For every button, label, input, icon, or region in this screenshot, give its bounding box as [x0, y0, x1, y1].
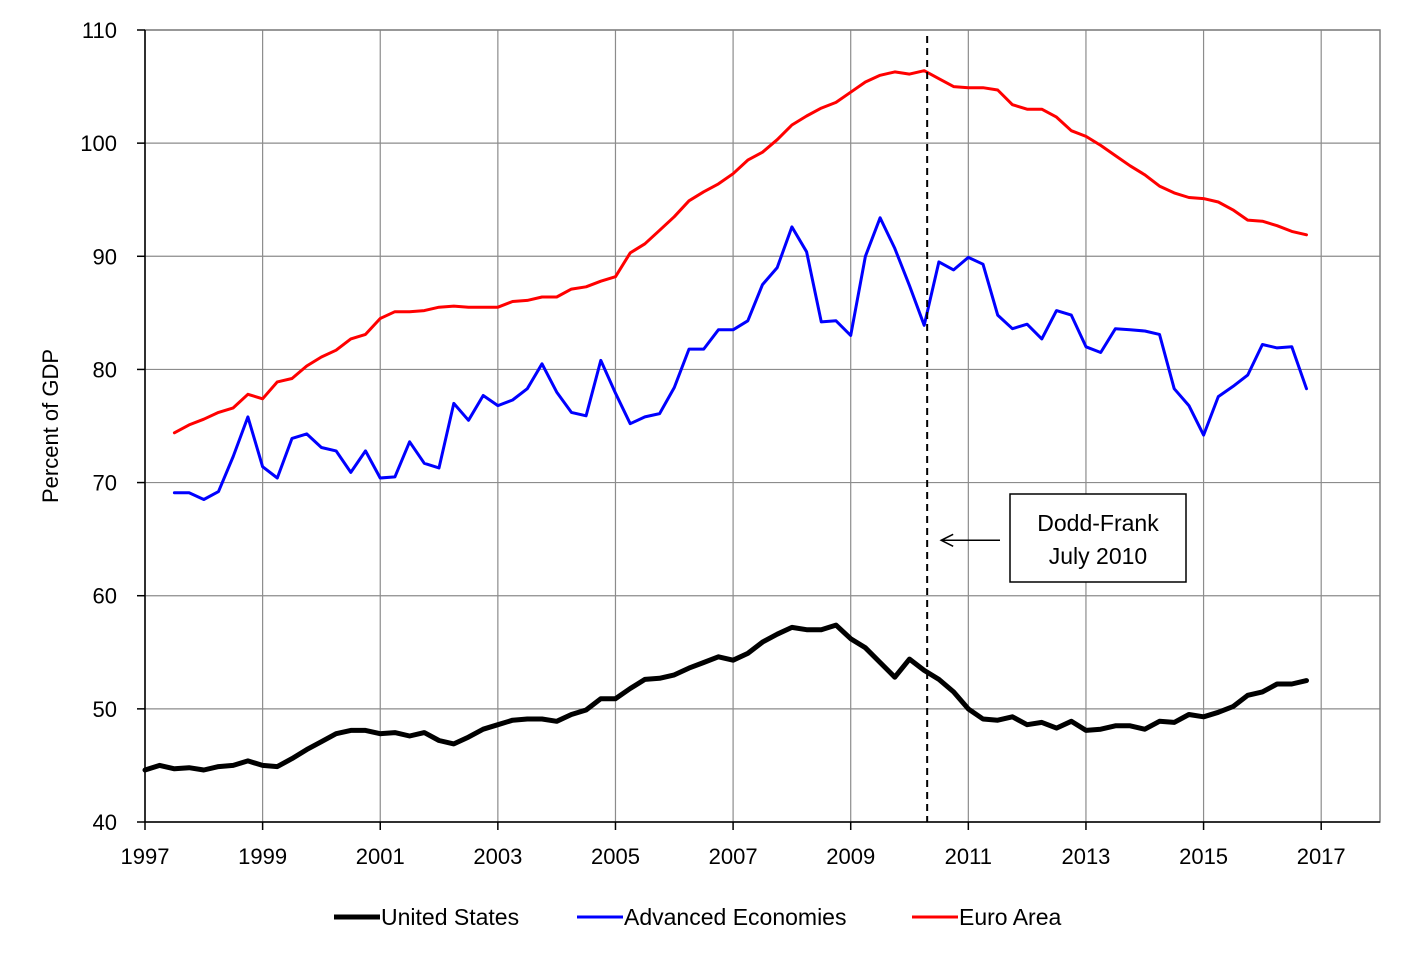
annotation-arrow-head: [939, 533, 954, 547]
x-tick-label-2013: 2013: [1061, 844, 1110, 869]
series-line-united-states: [142, 622, 1309, 773]
x-tick-label-2017: 2017: [1297, 844, 1346, 869]
y-tick-label-60: 60: [93, 584, 117, 609]
legend-label-euro-area: Euro Area: [959, 904, 1061, 930]
x-tick-label-2007: 2007: [709, 844, 758, 869]
legend: United States Advanced Economies Euro Area: [334, 904, 1061, 930]
series-line-euro-area: [172, 69, 1308, 435]
x-tick-label-2003: 2003: [473, 844, 522, 869]
x-tick-label-1999: 1999: [238, 844, 287, 869]
x-tick-label-2005: 2005: [591, 844, 640, 869]
y-axis-label: Percent of GDP: [38, 349, 63, 503]
y-tick-label-70: 70: [93, 471, 117, 496]
legend-label-united-states: United States: [381, 904, 519, 930]
y-tick-label-40: 40: [93, 810, 117, 835]
x-tick-label-1997: 1997: [121, 844, 170, 869]
x-tick-label-2001: 2001: [356, 844, 405, 869]
y-axis-tick-labels: 40 50 60 70 80 90 100 110: [80, 18, 117, 835]
y-tick-label-110: 110: [82, 18, 117, 43]
y-tick-label-80: 80: [93, 357, 117, 382]
y-tick-label-50: 50: [93, 697, 117, 722]
x-tick-label-2011: 2011: [945, 844, 992, 869]
axis-lines: [137, 29, 1380, 830]
x-tick-label-2009: 2009: [826, 844, 875, 869]
x-axis-tick-labels: 1997 1999 2001 2003 2005 2007 2009 2011 2013 2015…: [121, 844, 1346, 869]
series-layer: [142, 69, 1309, 773]
annotation-line-1: Dodd-Frank: [1037, 510, 1159, 536]
y-tick-label-90: 90: [93, 244, 117, 269]
annotation-line-2: July 2010: [1049, 543, 1147, 569]
annotation-box: [1009, 493, 1187, 583]
legend-label-advanced-economies: Advanced Economies: [624, 904, 846, 930]
dodd-frank-annotation: Dodd-Frank July 2010: [939, 493, 1187, 583]
series-line-advanced-economies: [172, 216, 1308, 501]
x-tick-label-2015: 2015: [1179, 844, 1228, 869]
y-tick-label-100: 100: [80, 131, 117, 156]
